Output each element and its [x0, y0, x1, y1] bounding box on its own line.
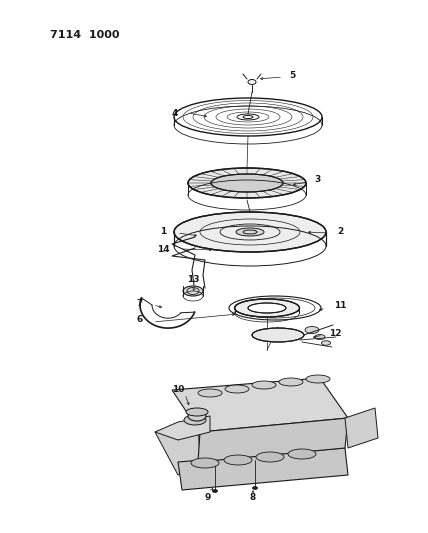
Polygon shape	[345, 408, 378, 448]
Text: 4: 4	[172, 109, 178, 117]
Ellipse shape	[248, 79, 256, 85]
Ellipse shape	[248, 303, 286, 313]
Ellipse shape	[252, 381, 276, 389]
Ellipse shape	[198, 389, 222, 397]
Text: 14: 14	[157, 245, 169, 254]
Text: 1: 1	[160, 227, 166, 236]
Polygon shape	[172, 378, 348, 432]
Text: 11: 11	[334, 302, 346, 311]
Ellipse shape	[174, 212, 326, 252]
Ellipse shape	[212, 489, 217, 492]
Ellipse shape	[288, 449, 316, 459]
Text: 12: 12	[329, 328, 341, 337]
Ellipse shape	[252, 328, 304, 342]
Ellipse shape	[191, 458, 219, 468]
Text: 10: 10	[172, 385, 184, 394]
Ellipse shape	[256, 452, 284, 462]
Ellipse shape	[225, 385, 249, 393]
Text: 5: 5	[289, 70, 295, 79]
Ellipse shape	[315, 335, 325, 340]
Polygon shape	[155, 416, 210, 440]
Ellipse shape	[188, 411, 206, 421]
Ellipse shape	[306, 375, 330, 383]
Text: 2: 2	[337, 228, 343, 237]
Ellipse shape	[188, 168, 306, 198]
Text: 13: 13	[187, 276, 199, 285]
Ellipse shape	[305, 327, 319, 334]
Polygon shape	[155, 420, 200, 475]
Ellipse shape	[253, 487, 258, 489]
Ellipse shape	[279, 378, 303, 386]
Text: 3: 3	[315, 175, 321, 184]
Ellipse shape	[321, 341, 330, 345]
Ellipse shape	[183, 286, 203, 296]
Text: 8: 8	[250, 494, 256, 503]
Text: 9: 9	[205, 492, 211, 502]
Polygon shape	[178, 448, 348, 490]
Text: 6: 6	[137, 316, 143, 325]
Ellipse shape	[211, 174, 283, 192]
Ellipse shape	[224, 455, 252, 465]
Ellipse shape	[184, 415, 206, 425]
Ellipse shape	[236, 228, 264, 236]
Ellipse shape	[235, 299, 300, 317]
Text: 7114  1000: 7114 1000	[50, 30, 119, 40]
Polygon shape	[198, 418, 348, 462]
Text: 7: 7	[137, 298, 143, 308]
Ellipse shape	[186, 408, 208, 416]
